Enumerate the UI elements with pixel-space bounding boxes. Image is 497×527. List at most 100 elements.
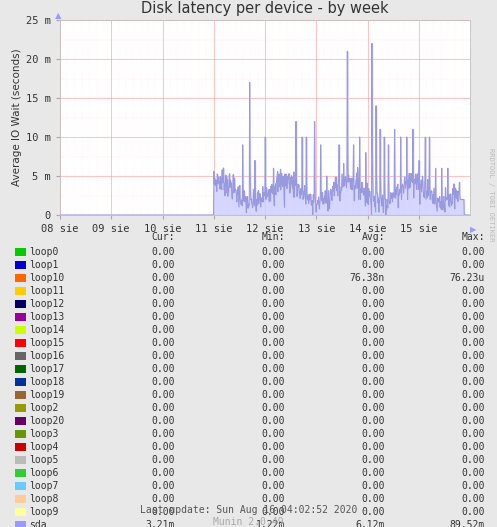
Text: 0.00: 0.00 — [152, 390, 175, 400]
Text: 0.00: 0.00 — [261, 299, 285, 309]
Text: 89.52m: 89.52m — [450, 520, 485, 527]
Text: loop11: loop11 — [29, 286, 64, 296]
Text: 0.00: 0.00 — [361, 364, 385, 374]
Text: 0.00: 0.00 — [361, 338, 385, 348]
Text: 0.00: 0.00 — [261, 416, 285, 426]
Text: 0.00: 0.00 — [361, 312, 385, 322]
Text: 0.00: 0.00 — [462, 377, 485, 387]
Text: 0.00: 0.00 — [261, 286, 285, 296]
Text: 0.00: 0.00 — [152, 247, 175, 257]
Text: loop20: loop20 — [29, 416, 64, 426]
Text: 0.00: 0.00 — [152, 260, 175, 270]
Text: 0.00: 0.00 — [152, 286, 175, 296]
Text: 0.00: 0.00 — [462, 247, 485, 257]
Text: 0.00: 0.00 — [152, 468, 175, 478]
Text: 0.00: 0.00 — [462, 455, 485, 465]
Text: 0.00: 0.00 — [261, 442, 285, 452]
Text: 0.00: 0.00 — [261, 377, 285, 387]
Text: 0.00: 0.00 — [462, 312, 485, 322]
Text: sda: sda — [29, 520, 47, 527]
Text: Last update: Sun Aug 16 04:02:52 2020: Last update: Sun Aug 16 04:02:52 2020 — [140, 505, 357, 515]
Text: 0.00: 0.00 — [152, 429, 175, 439]
Text: 76.23u: 76.23u — [450, 273, 485, 283]
Text: 0.00: 0.00 — [261, 429, 285, 439]
Y-axis label: Average IO Wait (seconds): Average IO Wait (seconds) — [12, 48, 22, 187]
Text: loop9: loop9 — [29, 507, 58, 517]
Text: 0.00: 0.00 — [462, 351, 485, 361]
Text: 0.00: 0.00 — [261, 390, 285, 400]
Text: RRDTOOL / TOBI OETIKER: RRDTOOL / TOBI OETIKER — [488, 148, 494, 241]
Text: 0.00: 0.00 — [462, 338, 485, 348]
Text: 0.00: 0.00 — [261, 338, 285, 348]
Text: 0.00: 0.00 — [361, 286, 385, 296]
Text: 0.00: 0.00 — [361, 377, 385, 387]
Text: 0.00: 0.00 — [152, 312, 175, 322]
Text: 0.00: 0.00 — [152, 299, 175, 309]
Text: 0.00: 0.00 — [152, 481, 175, 491]
Text: 0.00: 0.00 — [361, 442, 385, 452]
Text: 0.00: 0.00 — [261, 247, 285, 257]
Text: 6.12m: 6.12m — [356, 520, 385, 527]
Text: 0.00: 0.00 — [152, 377, 175, 387]
Text: 0.00: 0.00 — [261, 481, 285, 491]
Text: 0.00: 0.00 — [152, 273, 175, 283]
Text: 0.00: 0.00 — [361, 507, 385, 517]
Text: 0.00: 0.00 — [152, 455, 175, 465]
Text: loop2: loop2 — [29, 403, 58, 413]
Text: 0.00: 0.00 — [261, 312, 285, 322]
Text: 0.00: 0.00 — [152, 442, 175, 452]
Text: 0.00: 0.00 — [361, 351, 385, 361]
Text: 0.00: 0.00 — [462, 507, 485, 517]
Text: 0.00: 0.00 — [152, 338, 175, 348]
Text: 0.00: 0.00 — [462, 286, 485, 296]
Text: 0.00: 0.00 — [361, 455, 385, 465]
Text: 0.00: 0.00 — [152, 351, 175, 361]
Text: 0.00: 0.00 — [261, 468, 285, 478]
Text: 0.00: 0.00 — [361, 299, 385, 309]
Text: loop14: loop14 — [29, 325, 64, 335]
Text: 0.00: 0.00 — [261, 494, 285, 504]
Text: 0.00: 0.00 — [462, 481, 485, 491]
Text: 0.00: 0.00 — [361, 403, 385, 413]
Text: 0.00: 0.00 — [152, 494, 175, 504]
Text: 76.38n: 76.38n — [350, 273, 385, 283]
Text: 0.00: 0.00 — [361, 247, 385, 257]
Text: 0.00: 0.00 — [361, 390, 385, 400]
Text: loop16: loop16 — [29, 351, 64, 361]
Text: 0.00: 0.00 — [261, 403, 285, 413]
Text: 0.00: 0.00 — [462, 260, 485, 270]
Text: loop3: loop3 — [29, 429, 58, 439]
Text: Avg:: Avg: — [361, 232, 385, 242]
Text: 0.00: 0.00 — [152, 507, 175, 517]
Text: 0.00: 0.00 — [361, 494, 385, 504]
Text: 0.00: 0.00 — [361, 325, 385, 335]
Text: 0.00: 0.00 — [261, 273, 285, 283]
Title: Disk latency per device - by week: Disk latency per device - by week — [141, 1, 389, 16]
Text: 0.00: 0.00 — [361, 416, 385, 426]
Text: loop15: loop15 — [29, 338, 64, 348]
Text: 0.00: 0.00 — [152, 416, 175, 426]
Text: 0.00: 0.00 — [462, 390, 485, 400]
Text: 3.21m: 3.21m — [146, 520, 175, 527]
Text: Max:: Max: — [462, 232, 485, 242]
Text: loop17: loop17 — [29, 364, 64, 374]
Text: 0.00: 0.00 — [462, 364, 485, 374]
Text: loop0: loop0 — [29, 247, 58, 257]
Text: Munin 2.0.49: Munin 2.0.49 — [213, 517, 284, 527]
Text: 0.00: 0.00 — [361, 481, 385, 491]
Text: loop18: loop18 — [29, 377, 64, 387]
Text: 0.00: 0.00 — [361, 260, 385, 270]
Text: 0.00: 0.00 — [462, 416, 485, 426]
Text: loop8: loop8 — [29, 494, 58, 504]
Text: 0.00: 0.00 — [462, 429, 485, 439]
Text: loop1: loop1 — [29, 260, 58, 270]
Text: 0.00: 0.00 — [261, 364, 285, 374]
Text: 0.00: 0.00 — [462, 403, 485, 413]
Text: 0.00: 0.00 — [261, 455, 285, 465]
Text: 0.00: 0.00 — [462, 494, 485, 504]
Text: 0.00: 0.00 — [462, 299, 485, 309]
Text: 1.22m: 1.22m — [255, 520, 285, 527]
Text: ▶: ▶ — [470, 225, 477, 234]
Text: 0.00: 0.00 — [261, 325, 285, 335]
Text: loop6: loop6 — [29, 468, 58, 478]
